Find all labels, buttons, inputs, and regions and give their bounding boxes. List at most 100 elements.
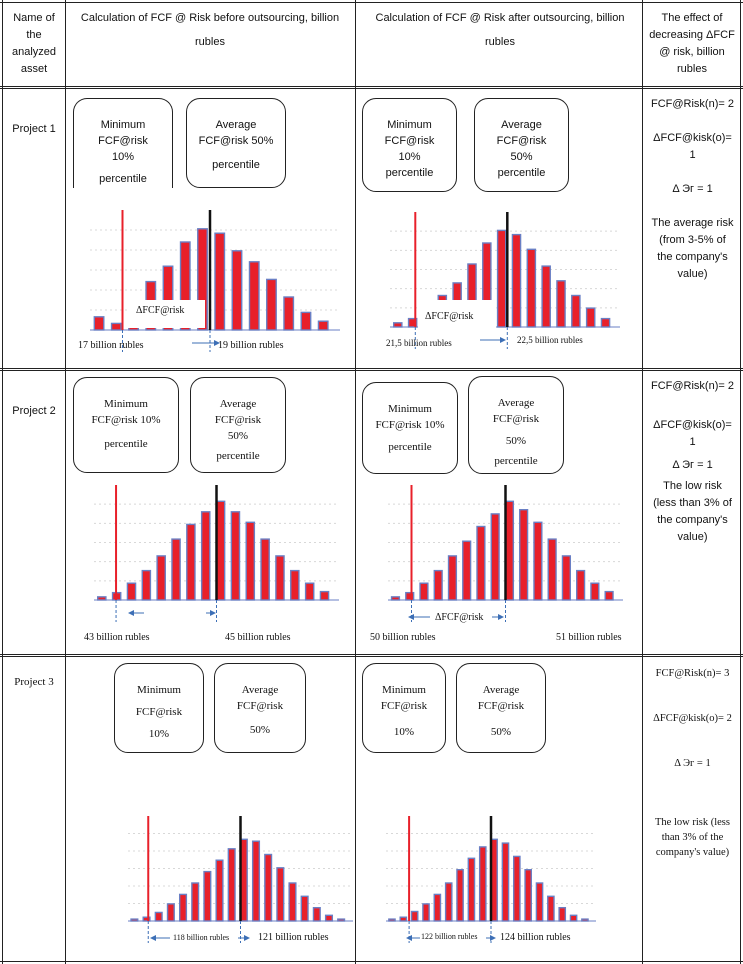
effect-cell: FCF@Risk(n)= 2 ΔFCF@kisk(o)= 1 Δ Эг = 1 T… <box>651 380 734 543</box>
grid-line <box>0 370 743 371</box>
histogram-bar <box>317 320 329 331</box>
right-value: 124 billion rubles <box>500 932 571 943</box>
histogram <box>90 210 340 352</box>
histogram-bar <box>245 521 256 601</box>
histogram-bar <box>462 540 472 601</box>
histogram-bar <box>569 914 578 922</box>
right-value: 19 billion rubles <box>218 340 284 351</box>
grid-line <box>0 961 743 962</box>
project-2-label: Project 2 <box>12 405 56 417</box>
histogram-bar <box>227 848 236 922</box>
histogram-bar <box>319 590 330 601</box>
delta-fcf-label: ΔFCF@risk <box>435 612 484 623</box>
min-fcf-box: Minimum FCF@risk 10% percentile <box>362 382 458 474</box>
histogram <box>386 816 596 943</box>
left-value: 50 billion rubles <box>370 632 436 643</box>
avg-fcf-box: Average FCF@risk 50% percentile <box>474 98 569 192</box>
histogram-bar <box>93 316 105 331</box>
histogram-bar <box>275 555 285 601</box>
histogram-bar <box>399 916 408 922</box>
histogram-bar <box>556 280 566 328</box>
histogram <box>388 485 623 622</box>
histogram-bar <box>290 569 300 601</box>
histogram-bar <box>312 906 321 922</box>
left-value: 43 billion rubles <box>84 632 150 643</box>
histogram-bar <box>178 893 188 922</box>
delta-fcf-label: ΔFCF@risk <box>425 311 474 322</box>
delta-fcf-label: ΔFCF@risk <box>136 305 185 316</box>
header-before-outsourcing: Calculation of FCF @ Risk before outsour… <box>80 12 340 48</box>
histogram-bar <box>214 232 226 331</box>
avg-fcf-box: Average FCF@risk 50% <box>214 663 306 753</box>
histogram-bar <box>110 322 122 331</box>
grid-line <box>0 88 743 89</box>
histogram-bar <box>526 248 537 328</box>
histogram-bar <box>186 523 196 601</box>
histogram-bar <box>166 903 175 922</box>
histogram-bar <box>478 846 487 922</box>
project-3-label: Project 3 <box>14 676 54 688</box>
histogram-bar <box>264 853 273 922</box>
arrow-marker <box>150 935 250 941</box>
right-value: 22,5 billion rubles <box>517 335 583 345</box>
histogram-bar <box>248 261 260 331</box>
histogram-bar <box>571 294 581 328</box>
histogram-bar <box>126 582 137 601</box>
right-value: 121 billion rubles <box>258 932 329 943</box>
histogram-bar <box>590 582 600 601</box>
histogram-bar <box>541 265 551 328</box>
histogram-bar <box>203 870 212 922</box>
project-1-label: Project 1 <box>12 123 56 135</box>
avg-fcf-box: Average FCF@risk 50% <box>456 663 546 753</box>
grid-line <box>0 2 743 3</box>
histogram-bar <box>519 509 529 601</box>
arrow-marker <box>406 935 496 941</box>
avg-fcf-box: Average FCF@risk 50% percentile <box>186 98 286 188</box>
histogram-bar <box>171 538 181 601</box>
arrow-marker <box>128 610 216 616</box>
histogram-bar <box>200 511 211 601</box>
min-fcf-box: Minimum FCF@risk 10% <box>362 663 446 753</box>
header-after-outsourcing: Calculation of FCF @ Risk after outsourc… <box>375 12 625 48</box>
min-fcf-box: Minimum FCF@risk 10% <box>114 663 204 753</box>
grid-line <box>0 656 743 657</box>
histogram <box>94 485 339 622</box>
grid-line <box>0 654 743 655</box>
histogram-bar <box>604 590 614 601</box>
delta-fcf-label: 122 billion rubles <box>421 932 478 941</box>
histogram-bar <box>547 895 555 922</box>
histogram-bar <box>433 569 443 601</box>
right-value: 45 billion rubles <box>225 632 291 643</box>
histogram-bar <box>266 278 277 331</box>
right-value: 51 billion rubles <box>556 632 622 643</box>
header-asset-name: Name of the analyzed asset <box>11 12 57 75</box>
histogram-bar <box>419 582 429 601</box>
left-value: 17 billion rubles <box>78 340 144 351</box>
histogram-bar <box>585 307 596 328</box>
histogram-bar <box>260 538 270 601</box>
histogram-bar <box>476 525 486 601</box>
histogram-bar <box>251 840 261 922</box>
histogram-bar <box>576 569 586 601</box>
min-fcf-box: Minimum FCF@risk 10% percentile <box>73 98 173 188</box>
histogram-bar <box>283 296 295 331</box>
grid-line <box>0 368 743 369</box>
arrow-marker <box>408 614 504 620</box>
avg-fcf-box: Average FCF@risk 50% percentile <box>190 377 286 473</box>
histogram-bar <box>410 910 419 922</box>
delta-label-mask <box>418 300 496 328</box>
arrow-marker <box>192 340 220 346</box>
histogram-bar <box>447 555 458 601</box>
histogram-bar <box>276 867 285 922</box>
grid-line <box>355 0 356 964</box>
histogram-bar <box>300 311 312 331</box>
histogram-bar <box>456 869 464 922</box>
histogram-bar <box>141 569 152 601</box>
histogram-bar <box>154 911 163 922</box>
effect-cell: FCF@Risk(n)= 3 ΔFCF@kisk(o)= 2 Δ Эг = 1 … <box>653 668 732 858</box>
histogram-bar <box>304 582 315 601</box>
min-fcf-box: Minimum FCF@risk 10% percentile <box>362 98 457 192</box>
histogram-bar <box>561 555 572 601</box>
avg-fcf-box: Average FCF@risk 50% percentile <box>468 376 564 474</box>
grid-line <box>642 0 643 964</box>
